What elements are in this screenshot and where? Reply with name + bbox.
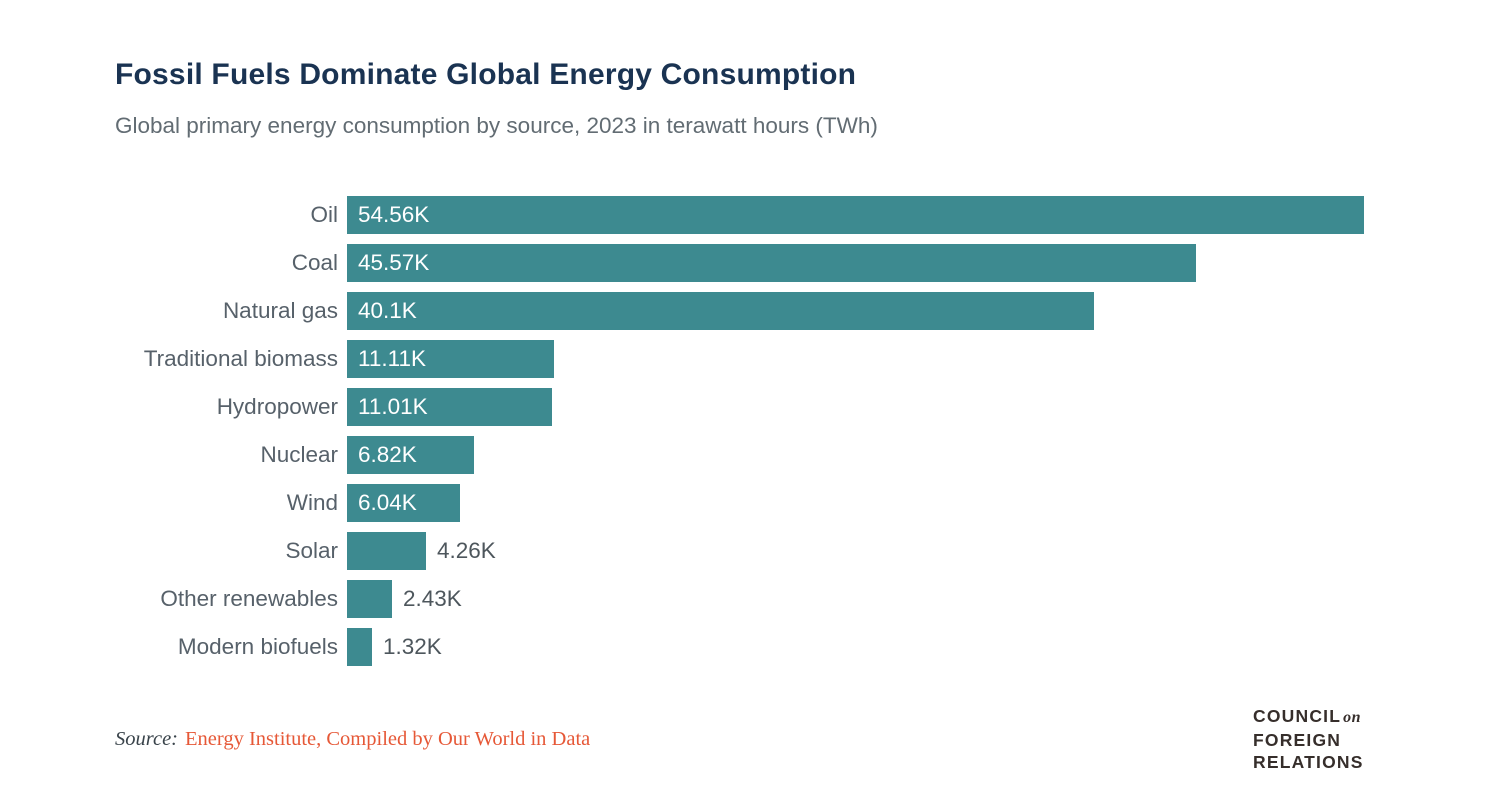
bar: 6.82K xyxy=(347,436,474,474)
cfr-logo-line-1: COUNCIL on xyxy=(1253,705,1364,729)
bar: 11.01K xyxy=(347,388,552,426)
category-label: Hydropower xyxy=(216,394,338,419)
bar: 6.04K xyxy=(347,484,460,522)
cfr-logo-line-2: FOREIGN xyxy=(1253,730,1342,750)
chart-row: Hydropower 11.01K xyxy=(0,388,1488,426)
chart-row: Wind 6.04K xyxy=(0,484,1488,522)
bar-value: 6.04K xyxy=(358,490,417,515)
category-label: Oil xyxy=(310,202,339,227)
source-link[interactable]: Energy Institute, Compiled by Our World … xyxy=(185,728,591,750)
cfr-logo-on: on xyxy=(1343,709,1362,726)
bar-area: 1.32K xyxy=(347,628,1488,666)
bar-area: 40.1K xyxy=(347,292,1488,330)
page-title: Fossil Fuels Dominate Global Energy Cons… xyxy=(115,58,857,91)
bar-value: 11.01K xyxy=(358,394,428,419)
bar-area: 4.26K xyxy=(347,532,1488,570)
bar-value: 45.57K xyxy=(358,250,430,275)
cfr-logo-council: COUNCIL xyxy=(1253,706,1342,726)
bar-area: 2.43K xyxy=(347,580,1488,618)
bar-area: 6.04K xyxy=(347,484,1488,522)
chart-row: Modern biofuels 1.32K xyxy=(0,628,1488,666)
bar-area: 11.11K xyxy=(347,340,1488,378)
category-label: Wind xyxy=(286,490,338,515)
chart-row: Coal 45.57K xyxy=(0,244,1488,282)
bar-chart: Oil 54.56K Coal 45.57K Natural gas 40.1K Tradi… xyxy=(0,196,1488,676)
source-line: Source: Energy Institute, Compiled by Our… xyxy=(115,728,590,751)
bar-value: 1.32K xyxy=(383,634,442,659)
source-prefix: Source: xyxy=(115,728,178,750)
bar xyxy=(347,532,426,570)
bar-value: 11.11K xyxy=(358,346,426,371)
chart-row: Nuclear 6.82K xyxy=(0,436,1488,474)
category-label: Solar xyxy=(285,538,338,563)
category-label: Coal xyxy=(291,250,338,275)
bar-value: 40.1K xyxy=(358,298,417,323)
bar-area: 11.01K xyxy=(347,388,1488,426)
bar-area: 45.57K xyxy=(347,244,1488,282)
bar xyxy=(347,580,392,618)
chart-row: Natural gas 40.1K xyxy=(0,292,1488,330)
bar: 45.57K xyxy=(347,244,1196,282)
chart-row: Other renewables 2.43K xyxy=(0,580,1488,618)
chart-row: Traditional biomass 11.11K xyxy=(0,340,1488,378)
bar xyxy=(347,628,372,666)
category-label: Natural gas xyxy=(222,298,338,323)
chart-row: Oil 54.56K xyxy=(0,196,1488,234)
bar: 54.56K xyxy=(347,196,1364,234)
chart-row: Solar 4.26K xyxy=(0,532,1488,570)
bar: 40.1K xyxy=(347,292,1094,330)
bar-area: 54.56K xyxy=(347,196,1488,234)
bar-value: 6.82K xyxy=(358,442,417,467)
bar-area: 6.82K xyxy=(347,436,1488,474)
bar-value: 4.26K xyxy=(437,538,496,563)
category-label: Traditional biomass xyxy=(143,346,338,371)
page-subtitle: Global primary energy consumption by sou… xyxy=(115,113,878,138)
bar-value: 54.56K xyxy=(358,202,430,227)
category-label: Other renewables xyxy=(160,586,338,611)
cfr-logo-line-3: RELATIONS xyxy=(1253,752,1364,772)
bar-value: 2.43K xyxy=(403,586,462,611)
bar: 11.11K xyxy=(347,340,554,378)
category-label: Nuclear xyxy=(260,442,338,467)
category-label: Modern biofuels xyxy=(177,634,338,659)
cfr-logo: COUNCIL on FOREIGN RELATIONS xyxy=(1253,705,1364,773)
